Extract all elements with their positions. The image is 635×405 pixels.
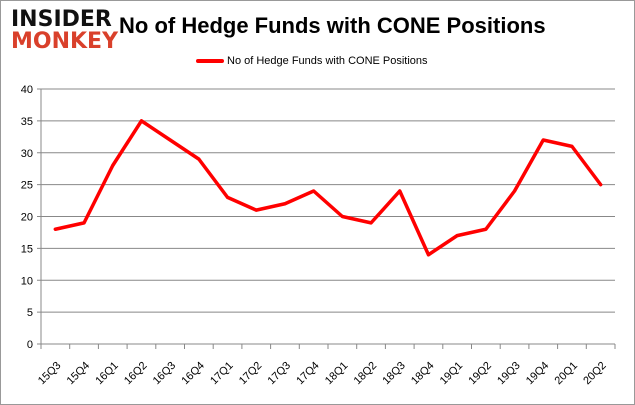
data-point [82, 221, 86, 225]
data-point [254, 208, 258, 212]
data-point [226, 195, 230, 199]
y-tick-label: 35 [21, 116, 33, 128]
legend-swatch [196, 59, 224, 63]
x-tick-label: 20Q2 [581, 360, 609, 388]
data-point [513, 189, 517, 193]
x-tick-label: 18Q3 [380, 360, 408, 388]
data-point [426, 253, 430, 257]
x-tick-label: 19Q4 [524, 360, 552, 388]
x-tick-label: 17Q1 [208, 360, 236, 388]
data-point [369, 221, 373, 225]
x-tick-label: 16Q1 [93, 360, 121, 388]
x-tick-label: 17Q2 [237, 360, 265, 388]
series-line [53, 119, 603, 257]
data-point [340, 215, 344, 218]
data-point [570, 144, 574, 148]
y-tick-label: 0 [27, 339, 33, 351]
x-tick-label: 17Q3 [266, 360, 294, 388]
x-tick-label: 19Q2 [466, 360, 494, 388]
x-tick-label: 15Q3 [36, 360, 64, 388]
data-point [53, 227, 57, 231]
x-tick-label: 18Q1 [323, 360, 351, 388]
x-tick-label: 20Q1 [553, 360, 581, 388]
logo-line2: MONKEY [11, 29, 119, 54]
legend-label: No of Hedge Funds with CONE Positions [227, 55, 428, 67]
data-point [168, 138, 172, 142]
data-point [398, 189, 402, 193]
data-point [599, 183, 603, 187]
data-point [139, 119, 143, 123]
insider-monkey-logo: INSIDER MONKEY [11, 7, 119, 54]
x-tick-label: 19Q3 [495, 360, 523, 388]
data-point [484, 227, 488, 231]
y-tick-label: 15 [21, 243, 33, 255]
chart-title: No of Hedge Funds with CONE Positions [119, 13, 546, 38]
y-tick-label: 25 [21, 180, 33, 192]
y-tick-label: 10 [21, 275, 33, 287]
x-tick-label: 17Q4 [294, 360, 322, 388]
data-point [312, 189, 316, 193]
data-point [197, 157, 201, 161]
data-point [455, 234, 459, 238]
data-point [541, 138, 545, 142]
y-tick-label: 20 [21, 212, 33, 224]
logo-line1: INSIDER [11, 7, 112, 32]
x-tick-label: 16Q2 [122, 360, 150, 388]
y-tick-label: 40 [21, 84, 33, 96]
data-point [111, 164, 115, 167]
legend: No of Hedge Funds with CONE Positions [196, 55, 428, 67]
x-tick-label: 18Q2 [352, 360, 380, 388]
y-tick-label: 30 [21, 148, 33, 160]
x-tick-label: 19Q1 [438, 360, 466, 388]
y-tick-label: 5 [27, 307, 33, 319]
x-tick-label: 16Q4 [179, 360, 207, 388]
x-tick-label: 16Q3 [151, 360, 179, 388]
x-tick-label: 18Q4 [409, 360, 437, 388]
data-point [283, 202, 287, 206]
x-tick-label: 15Q4 [65, 360, 93, 388]
